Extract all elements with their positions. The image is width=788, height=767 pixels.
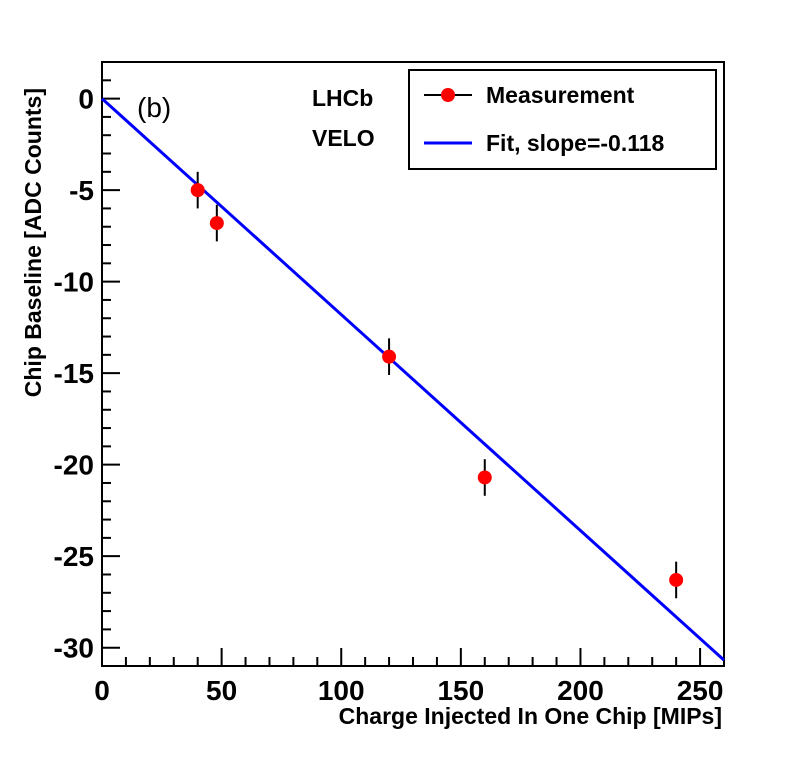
y-axis-title: Chip Baseline [ADC Counts] — [20, 88, 46, 397]
y-tick-label: 0 — [78, 84, 94, 115]
data-point — [209, 216, 224, 231]
data-point — [382, 349, 397, 364]
legend: Measurement Fit, slope=-0.118 — [408, 69, 717, 170]
x-tick-label: 150 — [437, 675, 484, 706]
x-tick-label: 250 — [677, 675, 724, 706]
legend-box — [408, 69, 717, 170]
x-tick-label: 100 — [318, 675, 365, 706]
axes: 0 50 100 150 200 250 0 -5 -10 -15 -20 -25 -30 — [54, 61, 724, 706]
y-tick-label: -15 — [54, 358, 94, 389]
x-tick-label: 0 — [94, 675, 110, 706]
x-axis-title: Charge Injected In One Chip [MIPs] — [339, 703, 722, 729]
panel-label: (b) — [137, 92, 171, 123]
y-tick-label: -30 — [54, 633, 94, 664]
y-tick-label: -10 — [54, 267, 94, 298]
legend-label-fit: Fit, slope=-0.118 — [486, 130, 665, 156]
data-point — [190, 183, 205, 198]
annotation-lhcb: LHCb — [312, 85, 373, 111]
legend-label-measurement: Measurement — [486, 82, 635, 108]
data-points — [190, 171, 684, 599]
x-tick-label: 50 — [206, 675, 237, 706]
x-tick-label: 200 — [557, 675, 604, 706]
y-tick-label: -25 — [54, 541, 94, 572]
data-point — [669, 572, 684, 587]
legend-marker-point — [441, 88, 455, 102]
y-tick-label: -5 — [69, 175, 94, 206]
fit-line — [100, 97, 726, 662]
fit-line-layer — [100, 97, 726, 662]
annotation-velo: VELO — [312, 125, 375, 151]
y-tick-label: -20 — [54, 450, 94, 481]
data-point — [477, 470, 492, 485]
